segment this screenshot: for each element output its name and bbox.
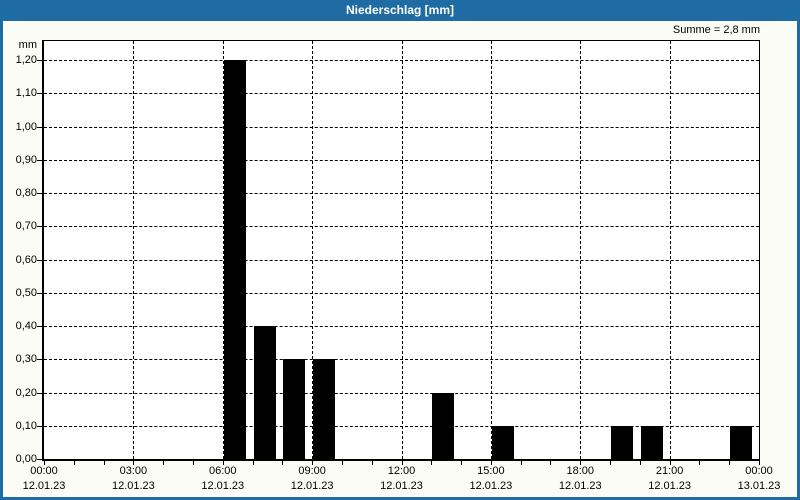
x-axis-tick: [401, 461, 403, 465]
x-axis-tick: [312, 461, 314, 465]
x-tick-label-date: 12.01.23: [111, 480, 155, 492]
y-axis-tick: [37, 126, 42, 128]
v-gridline: [490, 41, 492, 459]
x-tick-label-date: 12.01.23: [22, 480, 66, 492]
x-tick-label-date: 12.01.23: [558, 480, 602, 492]
v-gridline: [312, 41, 314, 459]
y-axis-tick: [37, 259, 42, 261]
bar: [491, 425, 514, 459]
y-axis-tick: [37, 193, 42, 194]
x-tick-label-time: 18:00: [566, 465, 595, 477]
bar: [730, 425, 753, 459]
y-tick-label: 1,20: [15, 54, 37, 66]
y-tick-label: 0,40: [15, 320, 37, 332]
y-axis-tick: [37, 93, 42, 95]
x-axis-tick: [490, 461, 492, 465]
x-tick-label-time: 21:00: [655, 465, 684, 477]
x-axis-tick: [341, 461, 343, 465]
y-axis-unit-label: mm: [18, 39, 37, 51]
x-axis-tick: [282, 461, 284, 465]
window-titlebar: Niederschlag [mm]: [0, 0, 800, 21]
x-tick-label-time: 06:00: [208, 465, 237, 477]
y-axis-tick: [37, 392, 42, 394]
y-tick-label: 1,10: [15, 87, 37, 100]
plot-area: [42, 40, 760, 461]
x-axis-tick: [252, 461, 254, 465]
y-axis-tick: [37, 159, 42, 161]
x-axis-tick: [699, 461, 701, 465]
y-tick-label: 0,80: [15, 187, 37, 199]
x-axis-tick: [580, 461, 582, 465]
v-gridline: [401, 41, 403, 459]
bar: [313, 359, 336, 459]
x-tick-label-date: 12.01.23: [201, 480, 245, 492]
x-tick-label-date: 12.01.23: [290, 480, 334, 492]
bar: [253, 326, 276, 459]
v-gridline: [133, 41, 135, 459]
y-axis-tick: [37, 359, 42, 361]
x-axis-tick: [371, 461, 373, 465]
y-axis-tick: [37, 226, 42, 228]
x-tick-label-date: 12.01.23: [469, 480, 513, 492]
y-tick-label: 1,00: [15, 120, 37, 133]
y-tick-label: 0,00: [15, 453, 37, 465]
x-axis-tick: [44, 461, 45, 465]
chart-title: Niederschlag [mm]: [345, 3, 455, 17]
x-axis-tick: [639, 461, 641, 465]
x-axis-tick: [222, 461, 224, 465]
bar: [432, 392, 455, 459]
x-axis-tick: [133, 461, 135, 465]
bar: [283, 359, 306, 459]
x-axis-tick: [431, 461, 433, 465]
x-tick-label-date: 13.01.23: [737, 480, 781, 492]
x-tick-label-time: 15:00: [477, 465, 505, 477]
x-axis-tick: [163, 461, 165, 465]
x-tick-label-time: 00:00: [745, 465, 773, 477]
bar: [611, 425, 634, 459]
x-axis-tick: [550, 461, 552, 465]
x-axis-tick: [73, 461, 75, 465]
y-tick-label: 0,60: [15, 253, 37, 266]
v-gridline: [669, 41, 671, 459]
x-axis-tick: [103, 461, 105, 465]
sum-label: Summe = 2,8 mm: [672, 24, 760, 36]
y-axis-tick: [37, 326, 42, 327]
x-axis-tick: [729, 461, 731, 465]
y-tick-label: 0,70: [15, 220, 37, 233]
y-axis-tick: [37, 292, 42, 294]
y-tick-label: 0,50: [15, 286, 37, 299]
x-tick-label-date: 12.01.23: [648, 480, 692, 492]
x-axis-tick: [520, 461, 522, 465]
y-tick-label: 0,20: [15, 386, 37, 399]
x-axis-tick: [669, 461, 671, 465]
y-axis-tick: [37, 459, 42, 460]
x-tick-label-date: 12.01.23: [380, 480, 423, 492]
x-tick-label-time: 12:00: [387, 465, 416, 477]
v-gridline: [222, 41, 224, 459]
y-tick-label: 0,30: [15, 353, 37, 366]
x-axis-tick: [610, 461, 612, 465]
x-axis-tick: [461, 461, 463, 465]
y-axis-tick: [37, 425, 42, 427]
x-axis-tick: [759, 461, 760, 465]
x-tick-label-time: 09:00: [298, 465, 326, 477]
bar: [640, 425, 663, 459]
y-tick-label: 0,90: [15, 153, 37, 166]
x-tick-label-time: 03:00: [119, 465, 148, 477]
y-axis-tick: [37, 60, 42, 61]
y-tick-label: 0,10: [15, 419, 37, 432]
v-gridline: [580, 41, 582, 459]
bar: [223, 60, 246, 459]
x-tick-label-time: 00:00: [30, 465, 58, 477]
x-axis-tick: [192, 461, 194, 465]
